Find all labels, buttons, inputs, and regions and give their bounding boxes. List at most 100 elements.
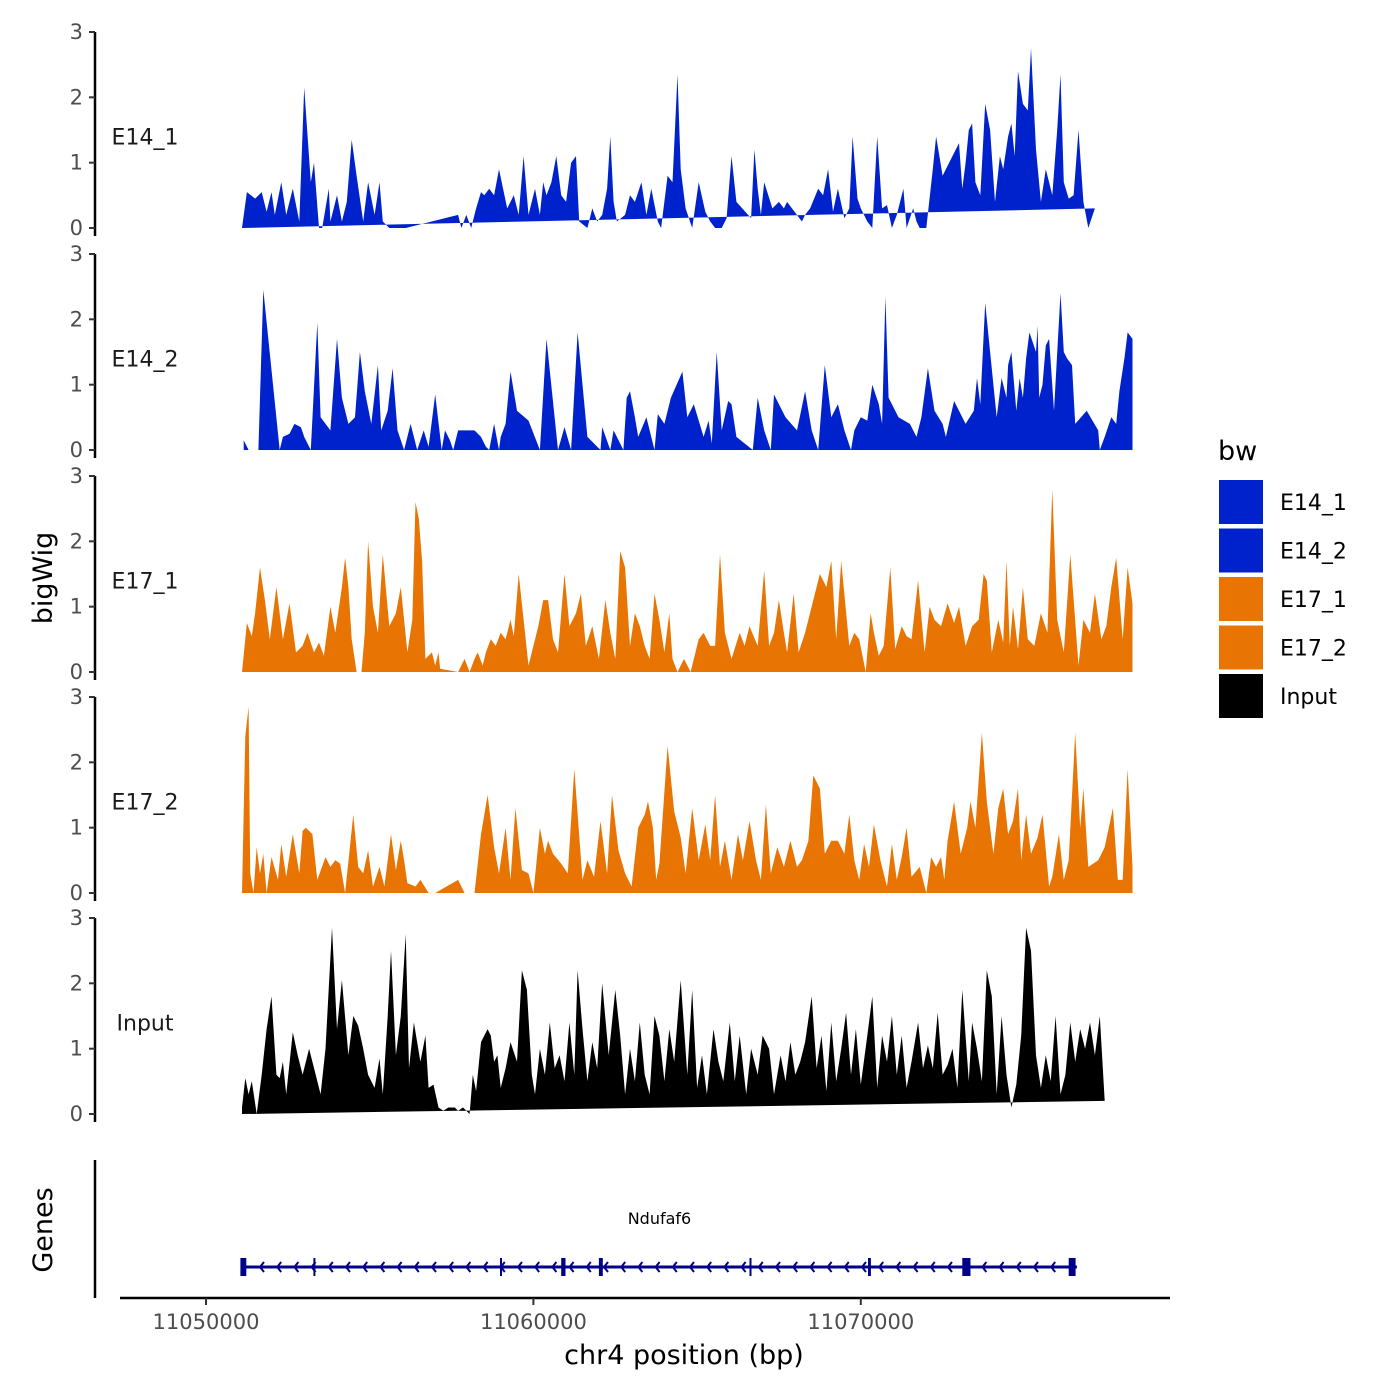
track-e14-2: 0 1 2 3 E14_2 [70,242,1133,462]
strand-arrow [533,1261,540,1273]
y-tick-label: 1 [70,373,83,397]
strand-arrow [912,1261,919,1273]
exon [313,1258,316,1276]
legend-label-input: Input [1280,685,1337,710]
strand-arrow [860,1261,867,1273]
strand-arrow [688,1261,695,1273]
strand-arrow [1032,1261,1039,1273]
y-tick-label: 0 [70,438,83,462]
y-tick-label: 2 [70,971,83,995]
strand-arrow [929,1261,936,1273]
strand-arrow [946,1261,953,1273]
y-tick-label: 1 [70,1037,83,1061]
y-tick-label: 1 [70,816,83,840]
strand-arrow [998,1261,1005,1273]
strand-arrow [826,1261,833,1273]
legend-label-e17-1: E17_1 [1280,588,1347,613]
strand-arrow [877,1261,884,1273]
genes-axis-title: Genes [28,1187,59,1272]
y-tick-label: 2 [70,529,83,553]
coverage-area-e14-1 [242,48,1095,228]
strand-arrow [585,1261,592,1273]
strand-arrow [344,1261,351,1273]
strand-arrow [396,1261,403,1273]
strand-arrow [654,1261,661,1273]
strand-arrow [740,1261,747,1273]
y-tick-label: 2 [70,750,83,774]
strand-arrow [327,1261,334,1273]
legend-swatch-e14-2 [1219,528,1263,573]
exon [500,1258,502,1276]
coverage-area-e17-2 [242,706,1133,893]
y-tick-label: 3 [70,20,83,44]
strand-arrow [293,1261,300,1273]
strand-arrow [723,1261,730,1273]
y-tick-label: 0 [70,216,83,240]
coverage-area-e14-2 [243,289,1133,450]
strand-arrow [430,1261,437,1273]
x-tick-label: 11050000 [153,1310,260,1334]
track-label: E17_1 [112,570,179,595]
track-label: Input [117,1012,174,1037]
strand-arrow [602,1261,609,1273]
coverage-area-e17-1 [242,489,1133,672]
strand-arrow [757,1261,764,1273]
track-label: E17_2 [112,791,179,816]
x-axis-title: chr4 position (bp) [564,1340,804,1371]
exon [561,1258,566,1276]
strand-arrow [843,1261,850,1273]
strand-arrow [1049,1261,1056,1273]
y-tick-label: 3 [70,906,83,930]
strand-arrow [774,1261,781,1273]
exon [962,1258,971,1276]
strand-arrow [516,1261,523,1273]
legend-title: bw [1218,436,1257,467]
strand-arrow [275,1261,282,1273]
strand-arrow [379,1261,386,1273]
strand-arrow [258,1261,265,1273]
strand-arrow [705,1261,712,1273]
strand-arrow [809,1261,816,1273]
track-label: E14_1 [112,126,179,151]
legend-label-e14-1: E14_1 [1280,491,1347,516]
y-tick-label: 2 [70,85,83,109]
x-tick-label: 11070000 [807,1310,914,1334]
strand-arrow [981,1261,988,1273]
track-label: E14_2 [112,348,179,373]
strand-arrow [568,1261,575,1273]
strand-arrow [465,1261,472,1273]
legend-swatch-input [1219,674,1263,718]
legend: bw E14_1 E14_2 E17_1 E17_2 Input [1218,436,1347,718]
y-axis-title: bigWig [28,532,59,625]
strand-arrow [895,1261,902,1273]
y-tick-label: 3 [70,242,83,266]
strand-arrow [551,1261,558,1273]
strand-arrow [671,1261,678,1273]
legend-label-e17-2: E17_2 [1280,637,1347,662]
strand-arrow [619,1261,626,1273]
y-tick-label: 0 [70,660,83,684]
y-tick-label: 0 [70,881,83,905]
y-tick-label: 0 [70,1102,83,1126]
y-tick-label: 2 [70,307,83,331]
legend-swatch-e14-1 [1219,480,1263,524]
strand-arrow [791,1261,798,1273]
legend-swatch-e17-2 [1219,625,1263,670]
strand-arrow [361,1261,368,1273]
x-axis: 11050000 11060000 11070000 [120,1296,1170,1334]
coverage-tracks: 0 1 2 3 E14_1 0 1 2 3 E14_2 0 1 2 3 E17_1 0 1 2 3 E17_2 0 1 2 3… [70,20,1133,1126]
exon [868,1258,871,1276]
coverage-area-input [242,927,1105,1114]
strand-arrow [447,1261,454,1273]
gene-track: Ndufaf6 [93,1160,1077,1298]
y-tick-label: 3 [70,685,83,709]
legend-swatch-e17-1 [1219,577,1263,621]
strand-arrow [482,1261,489,1273]
track-e14-1: 0 1 2 3 E14_1 [70,20,1095,240]
track-e17-1: 0 1 2 3 E17_1 [70,464,1133,684]
x-tick-label: 11060000 [480,1310,587,1334]
strand-arrow [413,1261,420,1273]
gene-name-label: Ndufaf6 [628,1209,692,1228]
y-tick-label: 3 [70,464,83,488]
